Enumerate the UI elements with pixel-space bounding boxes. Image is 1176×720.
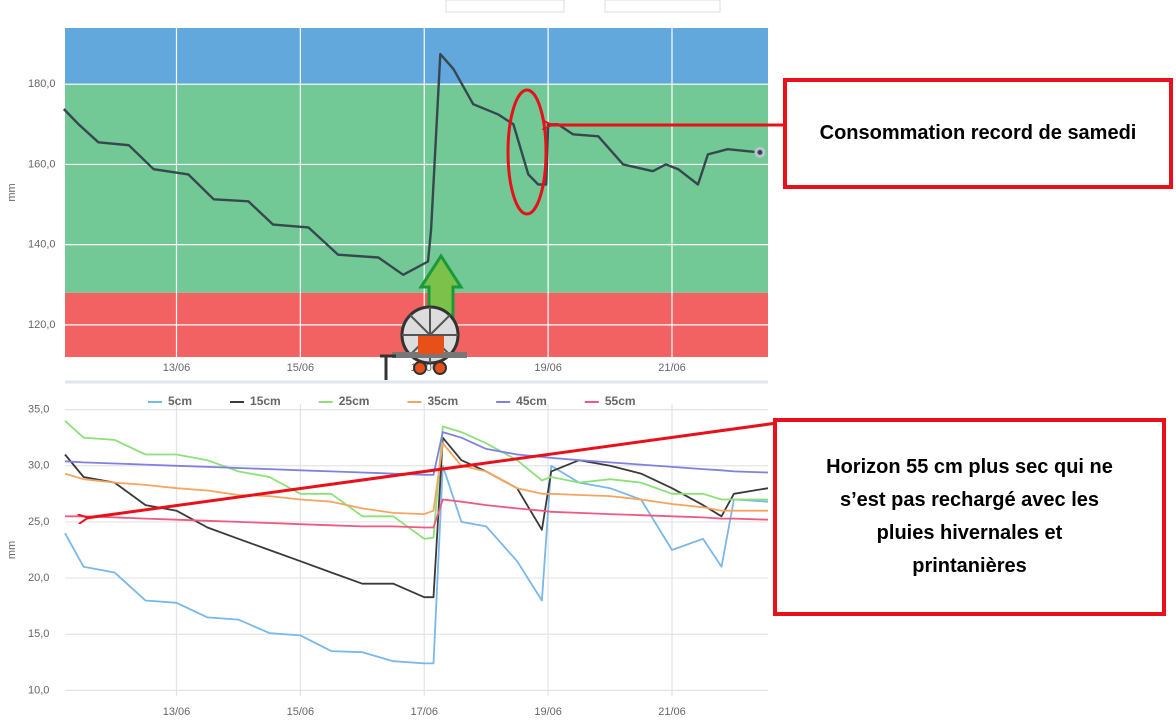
x-tick-label: 21/06: [658, 362, 686, 374]
annotation-box: Horizon 55 cm plus sec qui ne s’est pas …: [773, 418, 1166, 616]
y-tick-label: 25,0: [28, 516, 49, 528]
x-tick-label: 13/06: [163, 362, 191, 374]
legend-label: 35cm: [427, 394, 458, 408]
legend-label: 15cm: [250, 394, 281, 408]
x-tick-label: 21/06: [658, 706, 686, 718]
y-tick-label: 20,0: [28, 572, 49, 584]
page: 120,0 140,0 160,0 180,0 13/06 15/06 17/06 19/06…: [0, 0, 1176, 720]
legend-label: 25cm: [339, 394, 370, 408]
legend-label: 45cm: [516, 394, 547, 408]
x-tick-label: 15/06: [287, 362, 315, 374]
y-tick-label: 120,0: [28, 319, 56, 331]
y-tick-label: 140,0: [28, 239, 56, 251]
y-axis-label: mm: [6, 541, 18, 559]
y-tick-label: 10,0: [28, 684, 49, 696]
y-tick-label: 35,0: [28, 404, 49, 416]
legend-label: 5cm: [168, 394, 192, 408]
x-tick-label: 19/06: [534, 362, 562, 374]
y-tick-label: 30,0: [28, 460, 49, 472]
band: [65, 28, 768, 84]
annotation-box: Consommation record de samedi: [783, 78, 1173, 189]
y-tick-label: 180,0: [28, 78, 56, 90]
legend-label: 55cm: [605, 394, 636, 408]
x-tick-label: 15/06: [287, 706, 315, 718]
wheel: [434, 362, 446, 374]
end-marker: [756, 148, 764, 156]
y-tick-label: 160,0: [28, 158, 56, 170]
wheel: [414, 362, 426, 374]
y-tick-label: 15,0: [28, 628, 49, 640]
x-tick-label: 13/06: [163, 706, 191, 718]
toolbar-box: [446, 0, 564, 12]
series-line: [65, 438, 768, 598]
x-tick-label: 17/06: [410, 706, 438, 718]
x-tick-label: 19/06: [534, 706, 562, 718]
band: [65, 84, 768, 293]
toolbar-box: [605, 0, 720, 12]
trailer-body: [418, 336, 444, 354]
y-axis-label: mm: [6, 183, 18, 201]
